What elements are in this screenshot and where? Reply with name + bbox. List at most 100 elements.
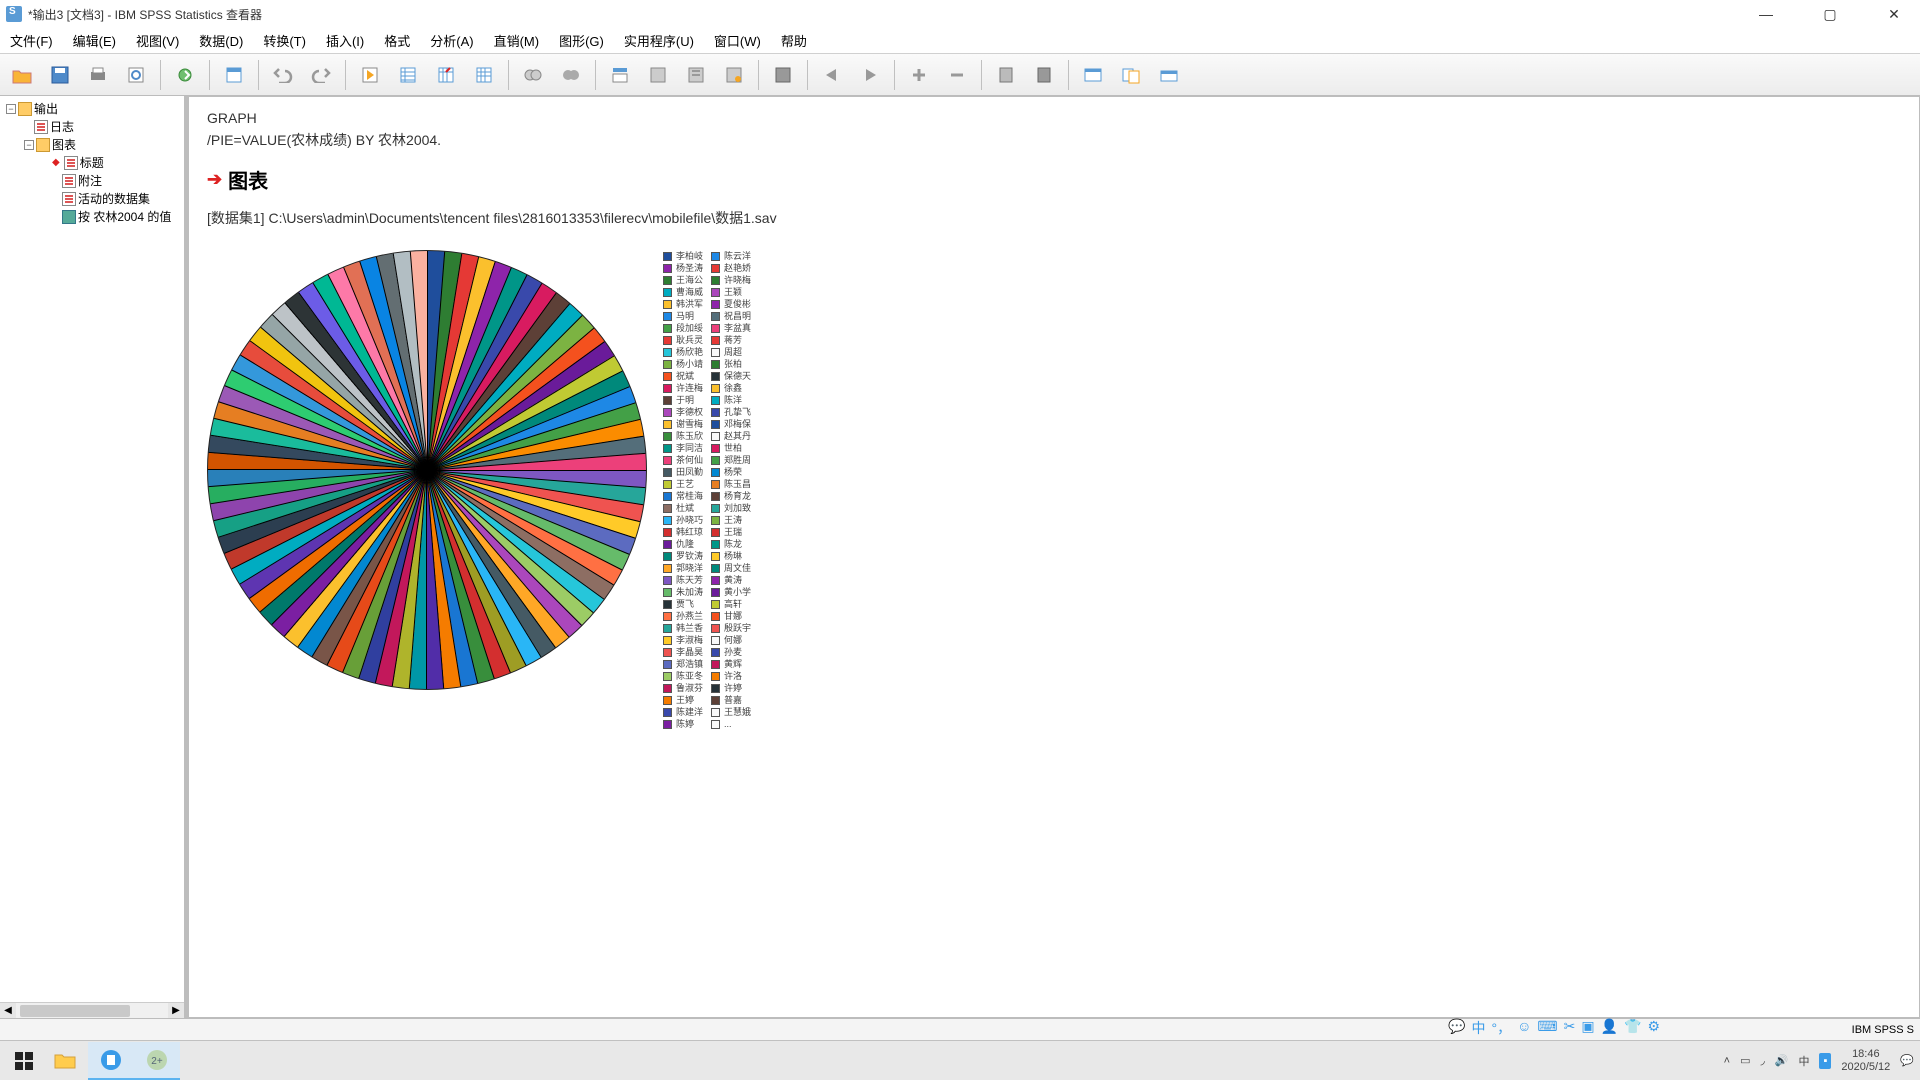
nav-back-button[interactable] — [814, 58, 850, 92]
tree-title[interactable]: 标题 — [80, 154, 104, 172]
chart-item-icon — [62, 210, 76, 224]
legend-item: 殷跃宇 — [711, 622, 751, 634]
ime-clip[interactable]: ✂ — [1564, 1018, 1576, 1038]
start-button[interactable] — [6, 1045, 42, 1077]
taskbar: 2+ ˄ ▭ ◞ 🔊 中 ▪ 18:46 2020/5/12 💬 — [0, 1040, 1920, 1080]
ime-punct[interactable]: °， — [1491, 1018, 1511, 1038]
app2-taskbar-icon[interactable]: 2+ — [134, 1042, 180, 1080]
ime-toolbar[interactable]: 💬 中 °， ☺ ⌨ ✂ ▣ 👤 👕 ⚙ — [1448, 1018, 1660, 1038]
notifications-icon[interactable]: 💬 — [1900, 1054, 1914, 1067]
clock[interactable]: 18:46 2020/5/12 — [1841, 1048, 1890, 1074]
ime-settings[interactable]: ⚙ — [1647, 1018, 1660, 1038]
menu-item[interactable]: 视图(V) — [132, 29, 183, 52]
legend-item: 李柏岐 — [663, 250, 703, 262]
tree-chart-folder[interactable]: 图表 — [52, 136, 76, 154]
legend-item: 陈建洋 — [663, 706, 703, 718]
security-tray-icon[interactable]: ▪ — [1819, 1053, 1831, 1069]
app1-taskbar-icon[interactable] — [88, 1042, 134, 1080]
maximize-button[interactable]: ▢ — [1810, 6, 1850, 23]
select-all-button[interactable] — [515, 58, 551, 92]
menu-item[interactable]: 格式 — [380, 29, 414, 52]
legend-item: 蒋芳 — [711, 334, 751, 346]
designate-window-button[interactable] — [765, 58, 801, 92]
ime-mode[interactable]: 中 — [1471, 1018, 1485, 1038]
legend-item: 茶何仙 — [663, 454, 703, 466]
menu-item[interactable]: 转换(T) — [259, 29, 310, 52]
legend-item: 李盆真 — [711, 322, 751, 334]
tree-notes[interactable]: 附注 — [78, 172, 102, 190]
ime-keyboard[interactable]: ⌨ — [1537, 1018, 1557, 1038]
goto-data-button[interactable] — [352, 58, 388, 92]
variables-button[interactable] — [466, 58, 502, 92]
legend-item: 张柏 — [711, 358, 751, 370]
menu-item[interactable]: 数据(D) — [195, 29, 247, 52]
legend-item: 杨圣涛 — [663, 262, 703, 274]
close-button[interactable]: ✕ — [1874, 6, 1914, 23]
show-hide-button[interactable] — [1075, 58, 1111, 92]
ime-user[interactable]: 👤 — [1601, 1018, 1618, 1038]
tree-toggle[interactable]: − — [24, 140, 34, 150]
demote-button[interactable] — [939, 58, 975, 92]
insert-text-button[interactable] — [678, 58, 714, 92]
menu-item[interactable]: 直销(M) — [490, 29, 544, 52]
print-button[interactable] — [80, 58, 116, 92]
collapse-button[interactable] — [1026, 58, 1062, 92]
tree-dataset[interactable]: 活动的数据集 — [78, 190, 150, 208]
legend-item: 郑浩镇 — [663, 658, 703, 670]
menu-item[interactable]: 编辑(E) — [69, 29, 120, 52]
output-icon — [18, 102, 32, 116]
menu-item[interactable]: 文件(F) — [6, 29, 57, 52]
current-marker-icon: ◆ — [52, 154, 60, 172]
pie-chart[interactable] — [207, 250, 647, 690]
nav-forward-button[interactable] — [852, 58, 888, 92]
ime-tray-icon[interactable]: 中 — [1798, 1053, 1809, 1069]
insert-chart-button[interactable] — [716, 58, 752, 92]
open-button[interactable] — [4, 58, 40, 92]
legend-item: 黄辉 — [711, 658, 751, 670]
insert-heading-button[interactable] — [602, 58, 638, 92]
tree-root[interactable]: 输出 — [34, 100, 58, 118]
insert-title-button[interactable] — [640, 58, 676, 92]
menu-item[interactable]: 窗口(W) — [710, 29, 765, 52]
ime-screenshot[interactable]: ▣ — [1581, 1018, 1594, 1038]
svg-text:2+: 2+ — [151, 1056, 163, 1067]
tree-log[interactable]: 日志 — [50, 118, 74, 136]
export-button[interactable] — [167, 58, 203, 92]
select-last-button[interactable] — [553, 58, 589, 92]
tray-expand-icon[interactable]: ˄ — [1724, 1055, 1730, 1067]
menu-item[interactable]: 实用程序(U) — [620, 29, 698, 52]
menu-item[interactable]: 图形(G) — [555, 29, 608, 52]
minimize-button[interactable]: — — [1746, 6, 1786, 23]
goto-variable-button[interactable] — [428, 58, 464, 92]
wifi-icon[interactable]: ◞ — [1760, 1054, 1764, 1067]
promote-button[interactable] — [901, 58, 937, 92]
legend-item: 陈亚冬 — [663, 670, 703, 682]
tree-by-value[interactable]: 按 农林2004 的值 — [78, 208, 171, 226]
menu-item[interactable]: 分析(A) — [426, 29, 477, 52]
run-script-button[interactable] — [1151, 58, 1187, 92]
legend-item: 夏俊彬 — [711, 298, 751, 310]
expand-button[interactable] — [988, 58, 1024, 92]
dialog-recall-button[interactable] — [216, 58, 252, 92]
save-button[interactable] — [42, 58, 78, 92]
associate-button[interactable] — [1113, 58, 1149, 92]
explorer-taskbar-icon[interactable] — [42, 1042, 88, 1080]
battery-icon[interactable]: ▭ — [1740, 1054, 1750, 1067]
ime-skin[interactable]: 👕 — [1624, 1018, 1641, 1038]
goto-case-button[interactable] — [390, 58, 426, 92]
legend-item: 杨欣艳 — [663, 346, 703, 358]
menu-item[interactable]: 插入(I) — [322, 29, 368, 52]
redo-button[interactable] — [303, 58, 339, 92]
outline-hscroll[interactable]: ◀▶ — [0, 1002, 184, 1018]
legend-item: 段加绥 — [663, 322, 703, 334]
undo-button[interactable] — [265, 58, 301, 92]
tree-toggle[interactable]: − — [6, 104, 16, 114]
ime-icon[interactable]: 💬 — [1448, 1018, 1465, 1038]
legend-item: 陈龙 — [711, 538, 751, 550]
menu-item[interactable]: 帮助 — [777, 29, 811, 52]
volume-icon[interactable]: 🔊 — [1775, 1054, 1789, 1067]
preview-button[interactable] — [118, 58, 154, 92]
dataset-path: [数据集1] C:\Users\admin\Documents\tencent … — [207, 208, 1901, 228]
syntax-block: GRAPH /PIE=VALUE(农林成绩) BY 农林2004. — [207, 107, 1901, 151]
ime-emoji[interactable]: ☺ — [1517, 1018, 1531, 1038]
